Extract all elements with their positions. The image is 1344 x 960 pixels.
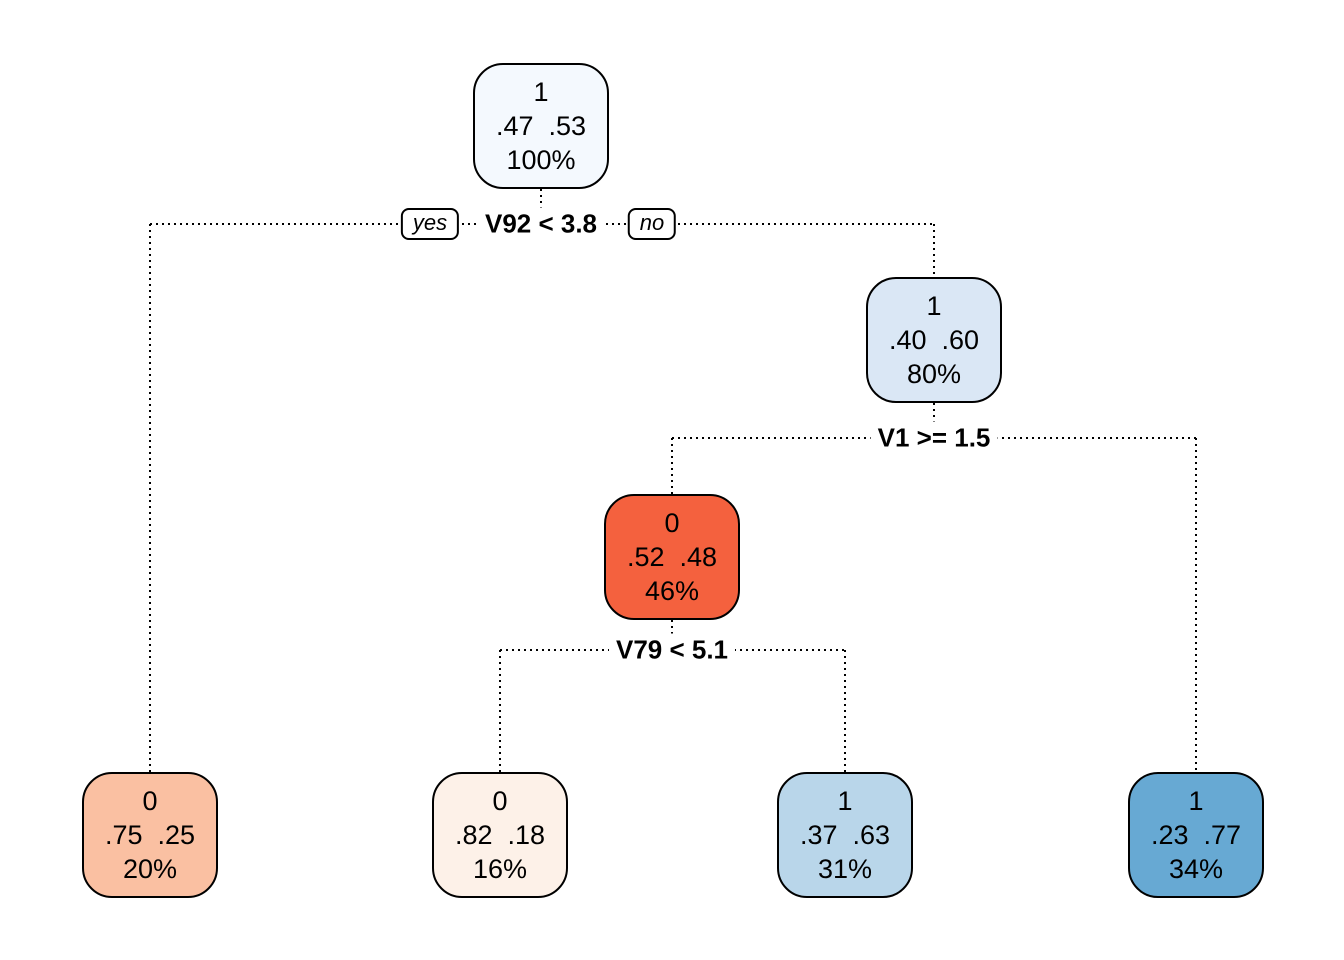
branch-line-vertical — [933, 403, 935, 438]
tree-node: 0 .75 .25 20% — [82, 772, 218, 898]
node-percent: 20% — [122, 854, 178, 884]
node-class-label: 1 — [533, 77, 549, 107]
branch-line-vertical — [540, 189, 542, 224]
node-class-label: 0 — [664, 508, 680, 538]
node-percent: 16% — [472, 854, 528, 884]
node-probabilities: .75 .25 — [104, 820, 196, 850]
node-probabilities: .23 .77 — [1150, 820, 1242, 850]
tree-node: 1 .47 .53 100% — [473, 63, 609, 189]
split-label: V92 < 3.8 — [477, 207, 605, 241]
no-badge: no — [627, 208, 677, 240]
tree-node: 1 .37 .63 31% — [777, 772, 913, 898]
node-percent: 80% — [906, 359, 962, 389]
node-class-label: 0 — [492, 786, 508, 816]
node-probabilities: .40 .60 — [888, 325, 980, 355]
tree-node: 1 .40 .60 80% — [866, 277, 1002, 403]
tree-node: 1 .23 .77 34% — [1128, 772, 1264, 898]
node-probabilities: .82 .18 — [454, 820, 546, 850]
branch-line-vertical — [844, 650, 846, 772]
node-probabilities: .37 .63 — [799, 820, 891, 850]
node-percent: 31% — [817, 854, 873, 884]
tree-node: 0 .82 .18 16% — [432, 772, 568, 898]
split-label: V79 < 5.1 — [608, 633, 736, 667]
node-class-label: 1 — [926, 291, 942, 321]
tree-node: 0 .52 .48 46% — [604, 494, 740, 620]
yes-badge: yes — [400, 208, 460, 240]
node-percent: 100% — [506, 145, 576, 175]
node-percent: 46% — [644, 576, 700, 606]
node-probabilities: .52 .48 — [626, 542, 718, 572]
branch-line-vertical — [149, 224, 151, 772]
node-class-label: 1 — [1188, 786, 1204, 816]
node-class-label: 0 — [142, 786, 158, 816]
split-label: V1 >= 1.5 — [870, 421, 998, 455]
node-percent: 34% — [1168, 854, 1224, 884]
branch-line-vertical — [499, 650, 501, 772]
node-probabilities: .47 .53 — [495, 111, 587, 141]
branch-line-vertical — [1195, 438, 1197, 772]
branch-line-vertical — [671, 438, 673, 494]
branch-line-vertical — [933, 224, 935, 277]
node-class-label: 1 — [837, 786, 853, 816]
